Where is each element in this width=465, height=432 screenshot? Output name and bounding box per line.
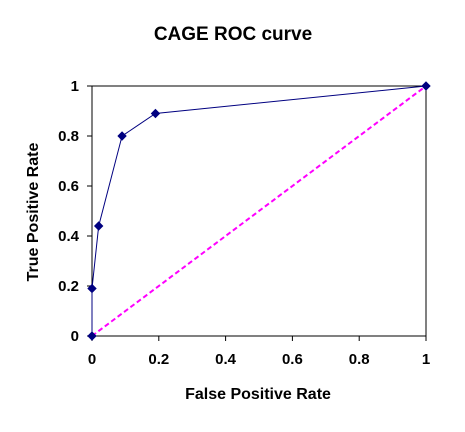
series-layer [87,81,431,341]
y-tick-label: 0.6 [58,178,79,195]
reference-diagonal-line [91,85,427,337]
y-tick-label: 0 [71,328,79,345]
x-tick-label: 0.8 [349,351,370,368]
x-tick-label: 0 [88,351,96,368]
y-axis-label: True Positive Rate [25,143,42,282]
y-axis: 0 0.2 0.4 0.6 0.8 1 [58,78,92,345]
roc-point-marker [421,81,431,91]
roc-point-marker [93,221,104,231]
x-tick-label: 0.6 [282,351,303,368]
y-tick-label: 0.4 [58,228,80,245]
roc-point-marker [87,331,97,341]
x-tick-label: 0.4 [215,351,237,368]
x-axis: 0 0.2 0.4 0.6 0.8 1 [88,336,430,368]
roc-curve-line [91,85,427,336]
y-tick-label: 1 [71,78,79,95]
roc-point-marker [117,131,127,141]
chart-title: CAGE ROC curve [154,24,312,45]
x-tick-label: 0.2 [148,351,169,368]
roc-point-marker [150,108,161,119]
roc-point-marker [87,283,97,294]
x-tick-label: 1 [422,351,430,368]
y-tick-label: 0.2 [58,278,79,295]
x-axis-label: False Positive Rate [185,386,331,403]
y-tick-label: 0.8 [58,128,79,145]
